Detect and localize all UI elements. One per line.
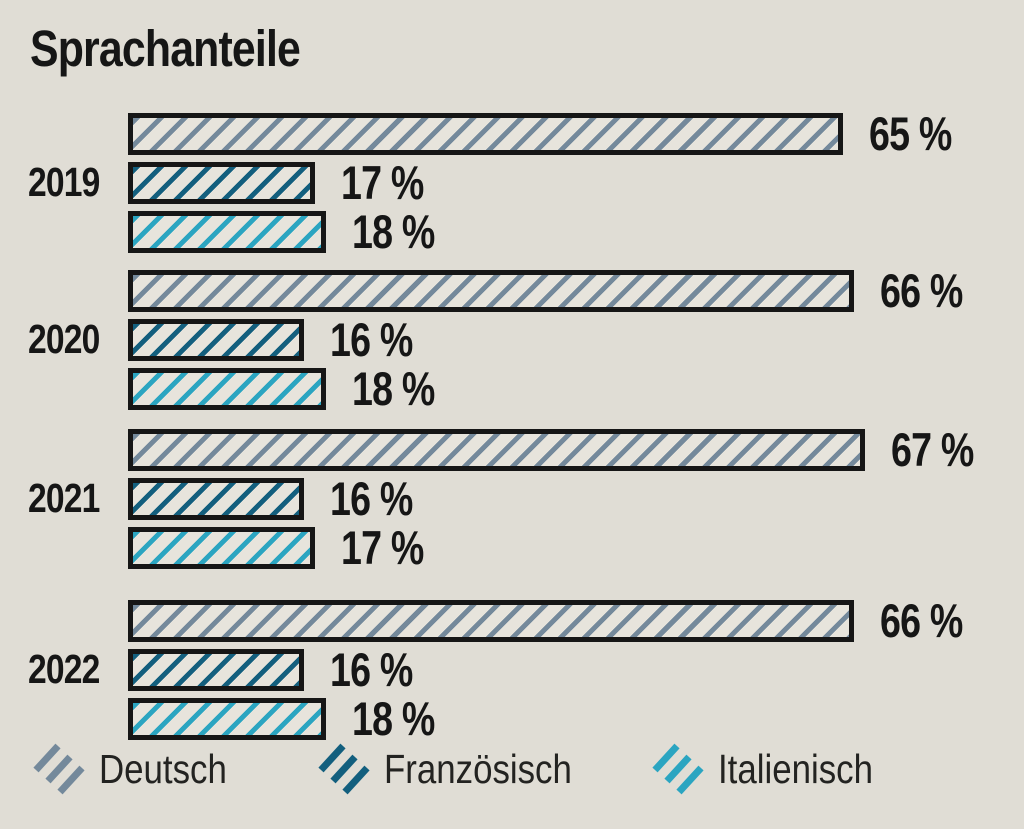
- bar-franzoesisch-2022: [128, 649, 304, 691]
- value-label-deutsch-2019: 65 %: [869, 107, 952, 160]
- value-label-italienisch-2021: 17 %: [341, 521, 424, 574]
- bar-italienisch-2022: [128, 698, 326, 740]
- year-label-2020: 2020: [28, 316, 100, 362]
- bar-row: 67 %: [128, 423, 1008, 476]
- bar-deutsch-2022: [128, 600, 854, 642]
- bar-deutsch-2021: [128, 429, 865, 471]
- bar-franzoesisch-2021: [128, 478, 304, 520]
- bar-italienisch-2019: [128, 211, 326, 253]
- bar-row: 18 %: [128, 362, 1008, 415]
- chart-title: Sprachanteile: [30, 20, 301, 77]
- bar-row: 66 %: [128, 594, 1008, 647]
- year-group-2021: 2021 67 % 16 % 17 %: [28, 423, 1008, 576]
- hatch-swatch-italienisch-icon: [652, 743, 704, 795]
- year-group-2020: 2020 66 % 16 % 18 %: [28, 264, 1008, 417]
- bar-franzoesisch-2019: [128, 162, 315, 204]
- bar-row: 66 %: [128, 264, 1008, 317]
- bar-row: 18 %: [128, 205, 1008, 258]
- value-label-deutsch-2022: 66 %: [880, 594, 963, 647]
- legend-item-italienisch: Italienisch: [651, 741, 900, 797]
- year-label-2019: 2019: [28, 159, 100, 205]
- year-group-2022: 2022 66 % 16 % 18 %: [28, 594, 1008, 747]
- value-label-italienisch-2022: 18 %: [352, 692, 435, 745]
- legend: Deutsch Französisch Italienisch: [0, 741, 1024, 811]
- hatch-swatch-franzoesisch-icon: [318, 743, 370, 795]
- bar-row: 17 %: [128, 156, 1008, 209]
- value-label-franzoesisch-2019: 17 %: [341, 156, 424, 209]
- value-label-deutsch-2021: 67 %: [891, 423, 974, 476]
- hatch-swatch-deutsch-icon: [33, 743, 85, 795]
- bar-italienisch-2020: [128, 368, 326, 410]
- bar-deutsch-2020: [128, 270, 854, 312]
- bar-deutsch-2019: [128, 113, 843, 155]
- legend-label-franzoesisch: Französisch: [384, 746, 572, 792]
- legend-label-italienisch: Italienisch: [718, 746, 873, 792]
- value-label-franzoesisch-2020: 16 %: [330, 313, 413, 366]
- bar-row: 65 %: [128, 107, 1008, 160]
- bar-row: 17 %: [128, 521, 1008, 574]
- year-label-2022: 2022: [28, 646, 100, 692]
- value-label-deutsch-2020: 66 %: [880, 264, 963, 317]
- bar-franzoesisch-2020: [128, 319, 304, 361]
- legend-label-deutsch: Deutsch: [99, 746, 227, 792]
- bar-italienisch-2021: [128, 527, 315, 569]
- legend-item-deutsch: Deutsch: [32, 741, 249, 797]
- value-label-franzoesisch-2022: 16 %: [330, 643, 413, 696]
- bar-row: 16 %: [128, 313, 1008, 366]
- bar-row: 16 %: [128, 643, 1008, 696]
- year-group-2019: 2019 65 % 17 % 18 %: [28, 107, 1008, 260]
- plot-area: 2019 65 % 17 % 18 % 2020 66 % 16 %: [28, 107, 1008, 742]
- value-label-italienisch-2020: 18 %: [352, 362, 435, 415]
- year-label-2021: 2021: [28, 475, 100, 521]
- value-label-franzoesisch-2021: 16 %: [330, 472, 413, 525]
- bar-row: 16 %: [128, 472, 1008, 525]
- value-label-italienisch-2019: 18 %: [352, 205, 435, 258]
- legend-item-franzoesisch: Französisch: [317, 741, 605, 797]
- bar-row: 18 %: [128, 692, 1008, 745]
